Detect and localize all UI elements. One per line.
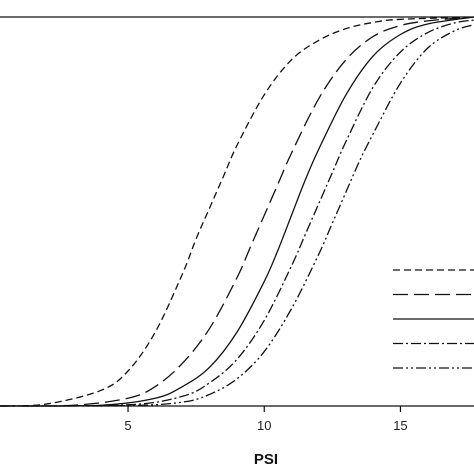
x-ticks: 5 10 15 — [124, 406, 408, 433]
series-line-5 — [0, 24, 474, 407]
series-line-2 — [0, 16, 474, 407]
x-tick-label: 10 — [257, 418, 271, 433]
series-line-1 — [0, 16, 474, 407]
x-tick-label: 15 — [393, 418, 407, 433]
x-tick-label: 5 — [124, 418, 131, 433]
x-axis-title: PSI — [254, 451, 278, 468]
series-line-3 — [0, 16, 474, 407]
series-line-4 — [0, 19, 474, 407]
series-group — [0, 16, 474, 407]
plot-frame — [0, 16, 474, 407]
legend — [393, 269, 474, 369]
